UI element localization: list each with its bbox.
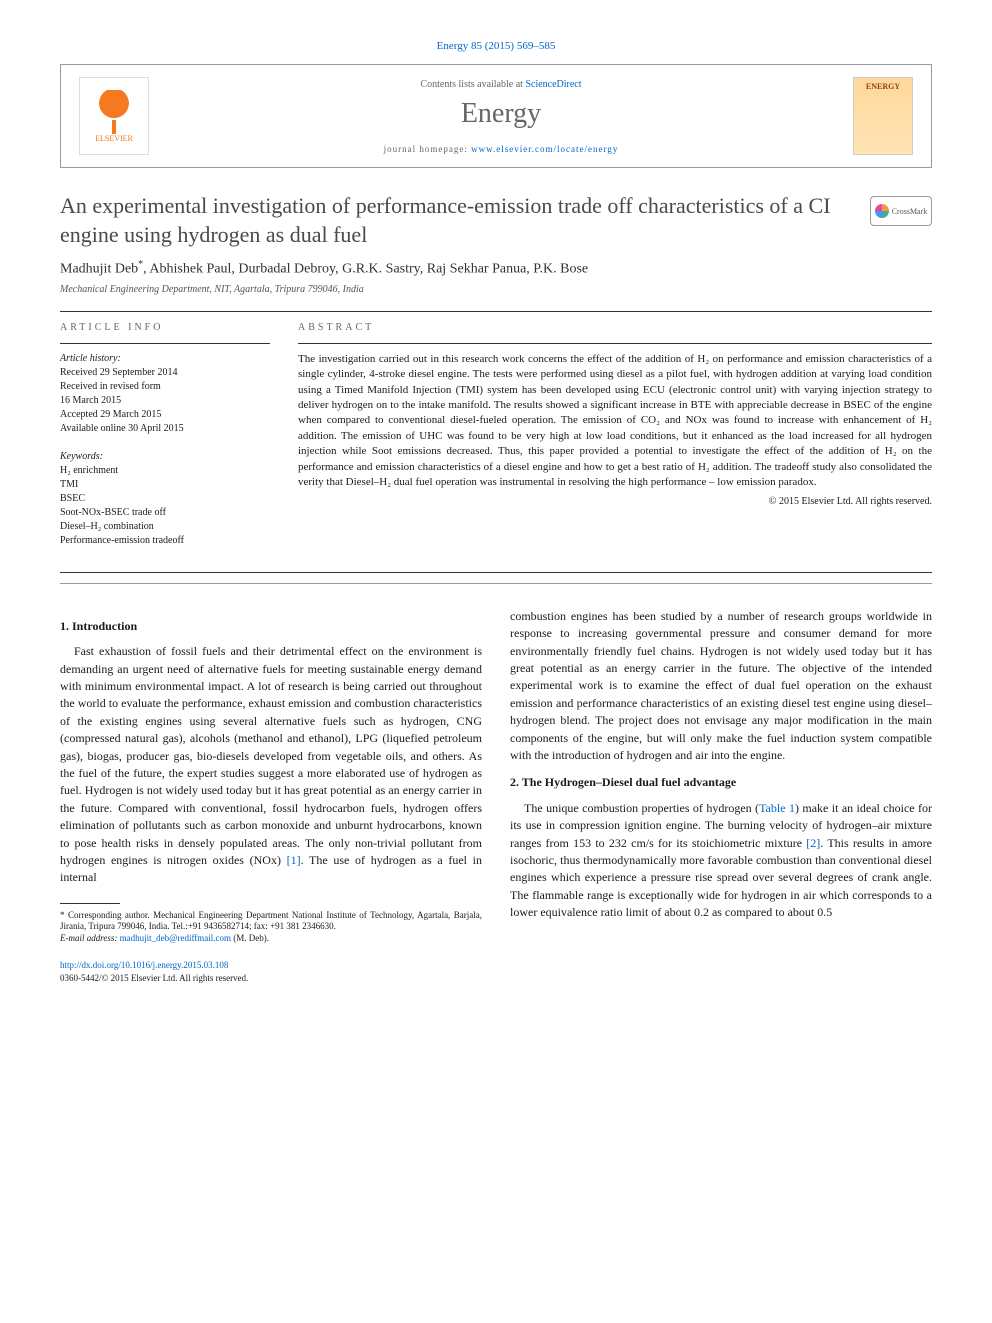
authors-line: Madhujit Deb*, Abhishek Paul, Durbadal D… <box>60 259 932 278</box>
affiliation-line: Mechanical Engineering Department, NIT, … <box>60 284 932 295</box>
article-info-label: ARTICLE INFO <box>60 322 270 333</box>
email-tail: (M. Deb). <box>231 933 269 943</box>
article-title: An experimental investigation of perform… <box>60 192 858 249</box>
sec2-text-a: The unique combustion properties of hydr… <box>524 801 759 815</box>
contents-available-line: Contents lists available at ScienceDirec… <box>149 79 853 90</box>
abstract-label: ABSTRACT <box>298 322 932 333</box>
crossmark-button[interactable]: CrossMark <box>870 196 932 226</box>
elsevier-logo-icon: ELSEVIER <box>79 77 149 155</box>
journal-name: Energy <box>149 98 853 130</box>
sec2-paragraph: The unique combustion properties of hydr… <box>510 800 932 922</box>
keyword-item: Soot-NOx-BSEC trade off <box>60 506 270 520</box>
keyword-item: H₂ enrichment <box>60 464 270 478</box>
elsevier-label: ELSEVIER <box>95 134 133 143</box>
citation-link[interactable]: [2] <box>806 836 820 850</box>
keyword-item: TMI <box>60 478 270 492</box>
email-label: E-mail address: <box>60 933 120 943</box>
keywords-heading: Keywords: <box>60 450 270 464</box>
contents-prefix: Contents lists available at <box>420 79 525 90</box>
journal-header-box: ELSEVIER Contents lists available at Sci… <box>60 64 932 168</box>
abstract-copyright: © 2015 Elsevier Ltd. All rights reserved… <box>298 496 932 507</box>
journal-homepage-line: journal homepage: www.elsevier.com/locat… <box>149 144 853 154</box>
sciencedirect-link[interactable]: ScienceDirect <box>525 79 581 90</box>
keyword-item: Performance-emission tradeoff <box>60 534 270 548</box>
history-revised-label: Received in revised form <box>60 380 270 394</box>
history-received: Received 29 September 2014 <box>60 366 270 380</box>
page-header-reference: Energy 85 (2015) 569–585 <box>60 40 932 52</box>
history-heading: Article history: <box>60 352 270 366</box>
section-heading-intro: 1. Introduction <box>60 618 482 635</box>
divider <box>60 572 932 573</box>
doi-link[interactable]: http://dx.doi.org/10.1016/j.energy.2015.… <box>60 960 228 970</box>
email-link[interactable]: madhujit_deb@rediffmail.com <box>120 933 231 943</box>
corresponding-author-footnote: * Corresponding author. Mechanical Engin… <box>60 910 482 933</box>
homepage-prefix: journal homepage: <box>384 144 471 154</box>
footnote-separator <box>60 903 120 904</box>
divider <box>60 583 932 584</box>
abstract-text: The investigation carried out in this re… <box>298 352 932 491</box>
history-revised-date: 16 March 2015 <box>60 394 270 408</box>
divider <box>60 311 932 312</box>
issn-copyright: 0360-5442/© 2015 Elsevier Ltd. All right… <box>60 972 482 985</box>
col2-paragraph: combustion engines has been studied by a… <box>510 608 932 765</box>
journal-cover-thumbnail-icon: ENERGY <box>853 77 913 155</box>
homepage-link[interactable]: www.elsevier.com/locate/energy <box>471 144 618 154</box>
intro-paragraph: Fast exhaustion of fossil fuels and thei… <box>60 643 482 886</box>
divider <box>60 343 270 344</box>
email-footnote: E-mail address: madhujit_deb@rediffmail.… <box>60 933 482 945</box>
crossmark-label: CrossMark <box>892 207 928 216</box>
citation-link[interactable]: [1] <box>287 853 301 867</box>
section-heading-2: 2. The Hydrogen–Diesel dual fuel advanta… <box>510 774 932 791</box>
keyword-item: Diesel–H₂ combination <box>60 520 270 534</box>
history-online: Available online 30 April 2015 <box>60 422 270 436</box>
crossmark-icon <box>875 204 889 218</box>
table-ref-link[interactable]: Table 1 <box>759 801 795 815</box>
keyword-item: BSEC <box>60 492 270 506</box>
divider <box>298 343 932 344</box>
intro-text: Fast exhaustion of fossil fuels and thei… <box>60 644 482 867</box>
history-accepted: Accepted 29 March 2015 <box>60 408 270 422</box>
